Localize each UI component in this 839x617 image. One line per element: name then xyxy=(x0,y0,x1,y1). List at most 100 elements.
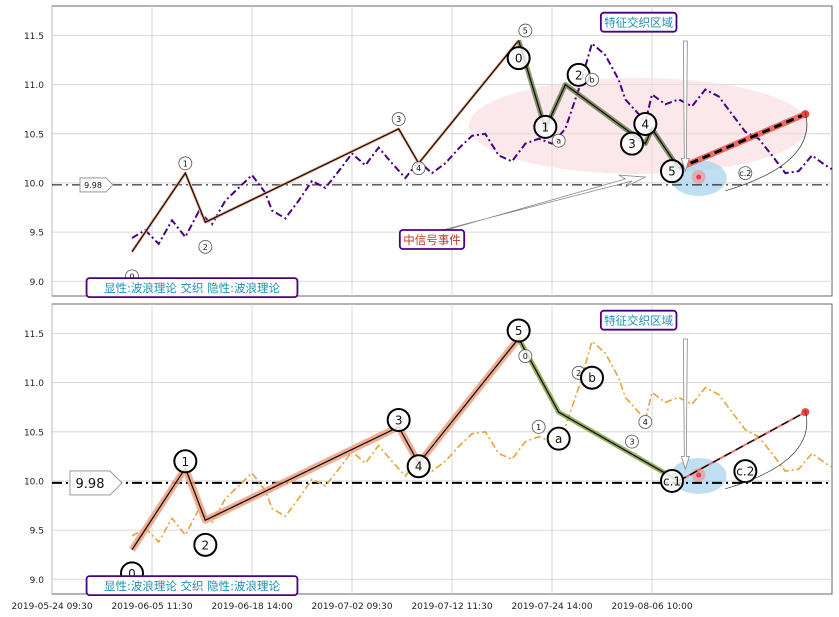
x-tick-label: 2019-07-12 11:30 xyxy=(411,602,492,612)
wave-label: c.1 xyxy=(663,474,681,488)
y-tick-label: 10.0 xyxy=(24,179,44,189)
y-tick-label: 11.0 xyxy=(24,81,44,91)
wave-marker xyxy=(660,159,684,184)
forecast-line xyxy=(678,411,806,482)
annotation-box xyxy=(85,277,299,299)
impulse-wave-line xyxy=(131,39,520,253)
wave-marker xyxy=(546,426,571,451)
wave-label: 2 xyxy=(202,538,210,552)
wave-label: 4 xyxy=(416,164,421,173)
forecast-line xyxy=(678,112,806,170)
plot-frame xyxy=(51,303,833,595)
wave-label: 3 xyxy=(395,414,403,428)
wave-label: c.2 xyxy=(739,169,751,178)
wave-label: 0 xyxy=(523,352,528,361)
forecast-target xyxy=(801,110,810,119)
x-tick-label: 2019-06-05 11:30 xyxy=(111,602,192,612)
panel-top: 9.09.510.010.511.011.5012345012345abc.29… xyxy=(24,5,833,299)
annotation-label: 特征交织区域 xyxy=(604,16,673,30)
y-tick-label: 10.5 xyxy=(24,130,44,140)
x-tick-label: 2019-06-18 14:00 xyxy=(211,602,292,612)
wave-label: 3 xyxy=(628,137,636,151)
wave-label: 0 xyxy=(129,272,134,281)
wave-marker xyxy=(551,133,566,148)
y-tick-label: 9.0 xyxy=(30,576,45,586)
y-tick-label: 10.5 xyxy=(24,428,44,438)
forecast-target xyxy=(801,408,810,417)
corrective-wave-line xyxy=(518,338,679,482)
wave-label: 4 xyxy=(415,460,423,474)
wave-marker xyxy=(506,318,531,343)
price-line xyxy=(131,339,833,544)
y-tick-label: 11.5 xyxy=(24,32,44,42)
wave-label: 1 xyxy=(183,159,188,168)
wave-marker xyxy=(625,434,639,449)
wave-marker xyxy=(585,72,599,87)
wave-marker xyxy=(518,23,533,38)
wave-label: 5 xyxy=(668,165,676,179)
annotation-box xyxy=(398,229,466,250)
wave-marker xyxy=(391,112,406,126)
wave-marker xyxy=(173,449,198,474)
wave-label: 0 xyxy=(515,52,523,66)
signal-point xyxy=(696,472,702,478)
event-pointer-arrow xyxy=(431,174,647,235)
wave-marker xyxy=(506,46,531,71)
y-tick-label: 10.0 xyxy=(24,477,44,487)
wave-marker xyxy=(518,349,533,364)
annotation-label: 特征交织区域 xyxy=(604,314,673,328)
y-tick-label: 9.5 xyxy=(30,527,44,537)
impulse-wave-line xyxy=(131,338,520,551)
annotation-box xyxy=(85,575,299,597)
wave-label: b xyxy=(589,76,594,85)
price-line xyxy=(131,41,833,246)
x-tick-label: 2019-08-06 10:00 xyxy=(611,602,692,612)
y-tick-label: 11.0 xyxy=(24,379,44,389)
wave-marker xyxy=(411,161,426,176)
signal-point xyxy=(696,174,702,180)
wave-marker xyxy=(638,415,653,429)
wave-marker xyxy=(198,239,213,254)
wave-label: 2 xyxy=(575,68,583,82)
wave-label: c.2 xyxy=(736,465,754,479)
wave-label: 5 xyxy=(523,27,528,36)
wave-marker xyxy=(193,532,218,557)
wave-marker xyxy=(620,131,644,156)
reference-value-label: 9.98 xyxy=(84,181,102,190)
wave-label: 4 xyxy=(642,117,650,131)
wave-label: a xyxy=(555,432,562,446)
y-tick-label: 9.0 xyxy=(30,278,45,288)
wave-marker xyxy=(533,114,558,139)
annotation-label: 显性:波浪理论 交织 隐性:波浪理论 xyxy=(104,281,281,295)
wave-label: 1 xyxy=(182,455,190,469)
annotation-box xyxy=(599,11,678,33)
wave-label: a xyxy=(556,137,561,146)
annotation-box xyxy=(599,309,678,331)
wave-marker xyxy=(386,408,411,432)
wave-label: 2 xyxy=(576,369,581,378)
wave-marker xyxy=(406,454,431,479)
x-tick-label: 2019-07-24 14:00 xyxy=(511,602,592,612)
wave-marker xyxy=(633,111,658,136)
annotation-label: 显性:波浪理论 交织 隐性:波浪理论 xyxy=(104,579,281,593)
wave-label: 3 xyxy=(629,438,634,447)
wave-label: 3 xyxy=(396,115,401,124)
wave-label: 0 xyxy=(128,567,136,581)
wave-marker xyxy=(580,365,604,390)
reference-value-label: 9.98 xyxy=(76,477,105,492)
zone-pointer-arrow xyxy=(680,338,690,471)
wave-marker xyxy=(660,468,684,493)
x-tick-label: 2019-05-24 09:30 xyxy=(11,602,92,612)
wave-label: 1 xyxy=(536,423,541,432)
wave-marker xyxy=(178,156,193,171)
forecast-curve xyxy=(725,410,808,490)
annotation-label: 中信号事件 xyxy=(403,233,461,247)
reference-value-tag xyxy=(69,470,123,496)
wave-label: b xyxy=(588,371,596,385)
wave-label: 2 xyxy=(203,243,208,252)
wave-marker xyxy=(531,419,546,434)
forecast-curve xyxy=(725,112,808,192)
y-tick-label: 9.5 xyxy=(30,229,44,239)
panel-bottom: 9.0 9.5 10.0 10.5 11.0 11.5 0 1 2 3 4 5 0 1 2 3 4 a b c.1 c.… xyxy=(24,303,833,597)
